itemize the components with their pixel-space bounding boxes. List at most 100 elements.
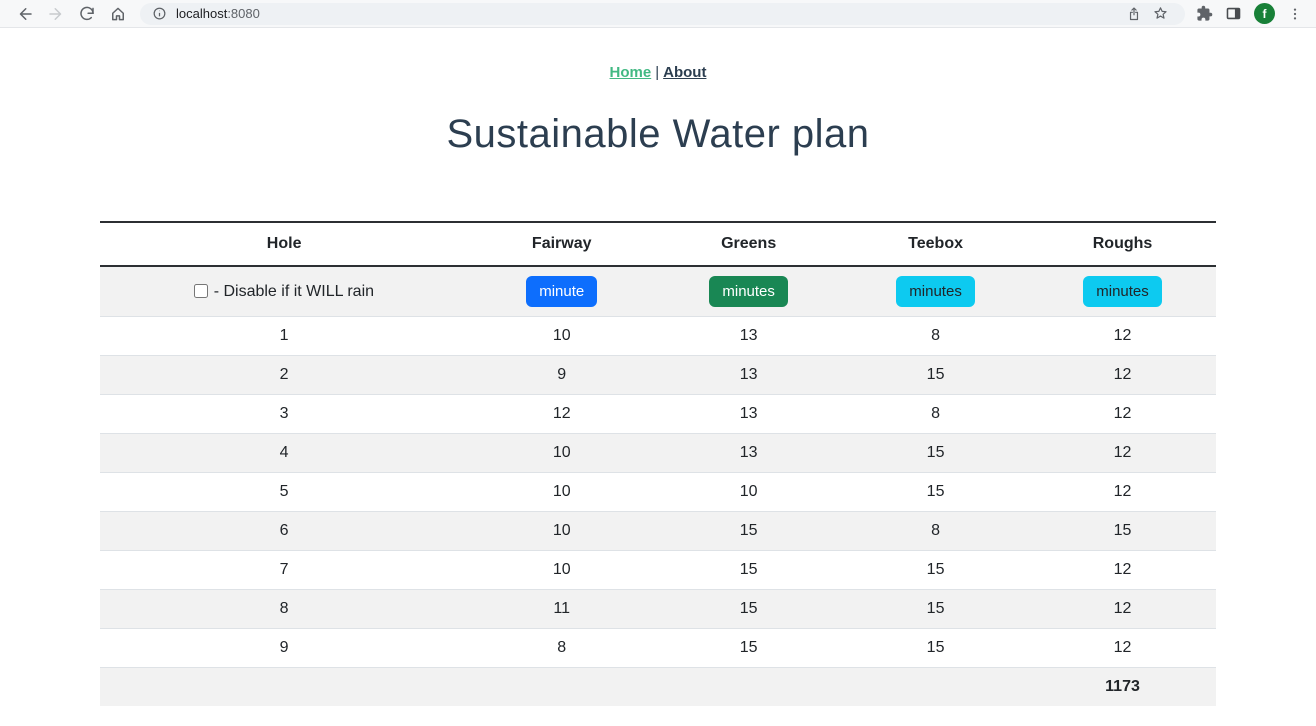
table-row: 8 11 15 15 12 — [100, 589, 1216, 629]
nav-separator: | — [655, 64, 660, 81]
cell-fairway: 10 — [468, 511, 656, 551]
rain-disable-label: - Disable if it WILL rain — [213, 282, 375, 300]
fairway-minute-button[interactable]: minute — [526, 276, 598, 307]
column-header-roughs: Roughs — [1029, 221, 1216, 267]
table-row: 4 10 13 15 12 — [100, 433, 1216, 473]
greens-minutes-button[interactable]: minutes — [709, 276, 788, 307]
cell-teebox: 15 — [842, 550, 1030, 590]
cell-roughs: 12 — [1029, 433, 1216, 473]
cell-roughs: 12 — [1029, 589, 1216, 629]
cell-roughs: 12 — [1029, 316, 1216, 356]
total-empty-cell — [468, 667, 656, 706]
teebox-button-cell: minutes — [842, 266, 1029, 317]
rain-control-cell: - Disable if it WILL rain — [100, 266, 468, 317]
cell-greens: 15 — [655, 628, 843, 668]
cell-fairway: 12 — [468, 394, 656, 434]
column-header-fairway: Fairway — [468, 221, 656, 267]
url-host: localhost — [176, 6, 228, 21]
bookmark-button[interactable] — [1147, 5, 1173, 22]
cell-roughs: 12 — [1029, 355, 1216, 395]
teebox-minutes-button[interactable]: minutes — [896, 276, 975, 307]
column-header-hole: Hole — [100, 221, 469, 267]
table-row: 5 10 10 15 12 — [100, 472, 1216, 512]
cell-teebox: 8 — [842, 316, 1030, 356]
table-row: 9 8 15 15 12 — [100, 628, 1216, 668]
share-button[interactable] — [1121, 6, 1147, 22]
url-text: localhost:8080 — [176, 6, 260, 21]
page-content: Home | About Sustainable Water plan Hole F… — [0, 64, 1316, 706]
cell-teebox: 15 — [842, 355, 1030, 395]
forward-button[interactable] — [40, 0, 71, 28]
back-button[interactable] — [9, 0, 40, 28]
cell-hole: 9 — [100, 628, 469, 668]
cell-teebox: 8 — [842, 511, 1030, 551]
nav-link-about[interactable]: About — [663, 64, 707, 81]
address-bar[interactable]: localhost:8080 — [140, 2, 1185, 25]
total-empty-cell — [100, 667, 469, 706]
home-button[interactable] — [102, 0, 133, 28]
table-row: 3 12 13 8 12 — [100, 394, 1216, 434]
cell-fairway: 11 — [468, 589, 656, 629]
cell-hole: 8 — [100, 589, 469, 629]
cell-roughs: 12 — [1029, 550, 1216, 590]
roughs-minutes-button[interactable]: minutes — [1083, 276, 1162, 307]
cell-teebox: 15 — [842, 472, 1030, 512]
share-icon — [1129, 6, 1139, 20]
cell-fairway: 9 — [468, 355, 656, 395]
extensions-puzzle-icon — [1197, 5, 1213, 21]
cell-fairway: 10 — [468, 472, 656, 512]
back-icon — [19, 7, 32, 20]
extensions-button[interactable] — [1196, 5, 1213, 22]
reload-button[interactable] — [71, 0, 102, 28]
cell-hole: 6 — [100, 511, 469, 551]
browser-toolbar: localhost:8080 f — [0, 0, 1316, 28]
home-icon — [111, 7, 124, 20]
cell-hole: 1 — [100, 316, 469, 356]
side-panel-icon — [1226, 7, 1241, 20]
cell-fairway: 10 — [468, 550, 656, 590]
profile-avatar[interactable]: f — [1254, 3, 1275, 24]
menu-button[interactable] — [1287, 6, 1303, 22]
total-row: 1173 — [100, 667, 1216, 706]
control-row: - Disable if it WILL rain minute minutes… — [100, 266, 1216, 317]
side-panel-button[interactable] — [1225, 5, 1242, 22]
kebab-menu-icon — [1293, 8, 1297, 19]
cell-teebox: 15 — [842, 589, 1030, 629]
cell-hole: 7 — [100, 550, 469, 590]
cell-teebox: 8 — [842, 394, 1030, 434]
nav-link-home[interactable]: Home — [609, 64, 652, 81]
table-row: 1 10 13 8 12 — [100, 316, 1216, 356]
table-row: 6 10 15 8 15 — [100, 511, 1216, 551]
cell-hole: 2 — [100, 355, 469, 395]
rain-disable-control: - Disable if it WILL rain — [194, 283, 374, 300]
cell-hole: 4 — [100, 433, 469, 473]
total-empty-cell — [655, 667, 843, 706]
cell-roughs: 12 — [1029, 472, 1216, 512]
cell-teebox: 15 — [842, 628, 1030, 668]
site-info-icon[interactable] — [152, 6, 167, 21]
column-header-teebox: Teebox — [842, 221, 1030, 267]
table-header-row: Hole Fairway Greens Teebox Roughs — [100, 221, 1216, 267]
site-nav: Home | About — [0, 64, 1316, 81]
water-plan-table: Hole Fairway Greens Teebox Roughs - Disa… — [100, 221, 1216, 706]
cell-hole: 5 — [100, 472, 469, 512]
greens-button-cell: minutes — [655, 266, 842, 317]
cell-greens: 13 — [655, 433, 843, 473]
cell-roughs: 12 — [1029, 394, 1216, 434]
roughs-total: 1173 — [1029, 667, 1216, 706]
toolbar-right-icons: f — [1192, 3, 1307, 24]
cell-fairway: 10 — [468, 316, 656, 356]
url-port: :8080 — [227, 6, 260, 21]
page-title: Sustainable Water plan — [446, 112, 870, 156]
cell-greens: 15 — [655, 589, 843, 629]
forward-icon — [48, 7, 61, 20]
fairway-button-cell: minute — [468, 266, 655, 317]
cell-greens: 10 — [655, 472, 843, 512]
reload-icon — [79, 6, 94, 20]
cell-greens: 15 — [655, 550, 843, 590]
cell-fairway: 10 — [468, 433, 656, 473]
table-row: 7 10 15 15 12 — [100, 550, 1216, 590]
rain-disable-checkbox[interactable] — [194, 283, 209, 298]
cell-hole: 3 — [100, 394, 469, 434]
cell-roughs: 12 — [1029, 628, 1216, 668]
